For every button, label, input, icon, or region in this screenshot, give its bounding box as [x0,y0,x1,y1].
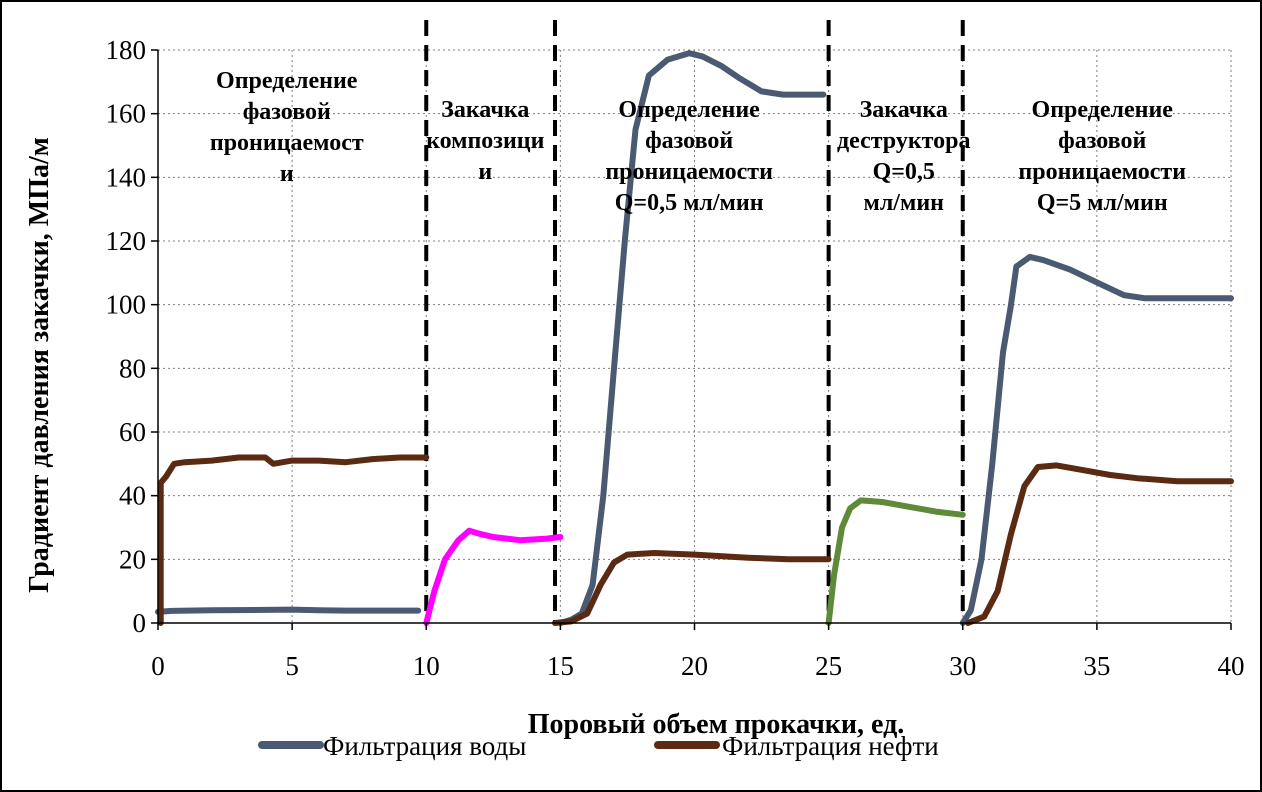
x-tick-label: 35 [1083,651,1110,681]
x-tick-label: 15 [547,651,574,681]
x-tick-label: 10 [413,651,440,681]
x-tick-label: 25 [815,651,842,681]
legend: Фильтрация воды Фильтрация нефти [258,731,939,761]
stage-annotation-line: фазовой [1058,128,1146,154]
x-axis-title: Поровый объем прокачки, ед. [528,709,904,740]
stage-annotation-line: мл/мин [863,190,944,216]
stage-annotation-line: Q=0,5 мл/мин [615,190,764,216]
series-line-1 [157,454,430,626]
stage-annotation-line: фазовой [243,99,331,125]
stage-annotation: Определение фазовой проницаемости Q=0,5 мл/… [605,97,773,216]
series-line-1 [965,462,1234,626]
stage-annotation-line: Q=0,5 [873,159,935,185]
series-line-0 [959,253,1234,626]
stage-annotation-line: Закачка [860,97,948,123]
y-tick-label: 180 [106,35,147,65]
y-tick-label: 20 [119,544,146,574]
series-layer [155,50,1234,626]
legend-label: Фильтрация нефти [722,731,939,761]
series-line-1 [552,550,832,626]
stage-annotation-line: деструктора [837,128,971,154]
stage-annotation-line: композици [426,128,545,154]
x-tick-label: 5 [285,651,299,681]
y-tick-label: 160 [106,99,147,129]
stage-annotation-line: Q=5 мл/мин [1037,190,1168,216]
series-line-2 [423,527,564,626]
stage-annotation-line: фазовой [645,128,733,154]
x-tick-label: 30 [949,651,976,681]
x-tick-label: 40 [1218,651,1245,681]
stage-annotation-line: проницаемост [210,130,364,156]
stage-annotation-line: проницаемости [605,159,773,185]
stage-annotation-line: и [478,159,492,185]
y-tick-label: 140 [106,162,147,192]
stage-annotation-line: Закачка [441,97,529,123]
stage-annotation: Закачка деструктора Q=0,5 мл/мин [837,97,971,216]
y-tick-label: 60 [119,417,146,447]
stage-annotation: Определение фазовой проницаемост и [210,68,364,187]
stage-annotation-line: Определение [1032,97,1174,123]
stage-annotation-line: Определение [216,68,358,94]
stage-annotation: Закачка композици и [426,97,545,185]
y-tick-label: 0 [133,608,147,638]
series-line-3 [825,497,966,626]
stage-annotation: Определение фазовой проницаемости Q=5 мл/ми… [1018,97,1186,216]
stage-boundaries [424,20,965,623]
y-axis-title: Градиент давления закачки, МПа/м [24,137,55,593]
legend-label: Фильтрация воды [323,731,526,761]
axes: 0 20 40 60 80 100 120 140 160 180 0 5 10 15 20 25 30 35 40 [106,35,1245,681]
series-line-0 [557,50,827,626]
y-tick-label: 100 [106,290,147,320]
x-tick-label: 0 [151,651,165,681]
x-tick-label: 20 [681,651,708,681]
y-tick-label: 120 [106,226,147,256]
stage-annotation-line: Определение [618,97,760,123]
stage-annotation-line: и [280,161,294,187]
y-tick-label: 80 [119,353,146,383]
series-line-0 [155,606,422,615]
y-tick-label: 40 [119,481,146,511]
stage-annotation-line: проницаемости [1018,159,1186,185]
